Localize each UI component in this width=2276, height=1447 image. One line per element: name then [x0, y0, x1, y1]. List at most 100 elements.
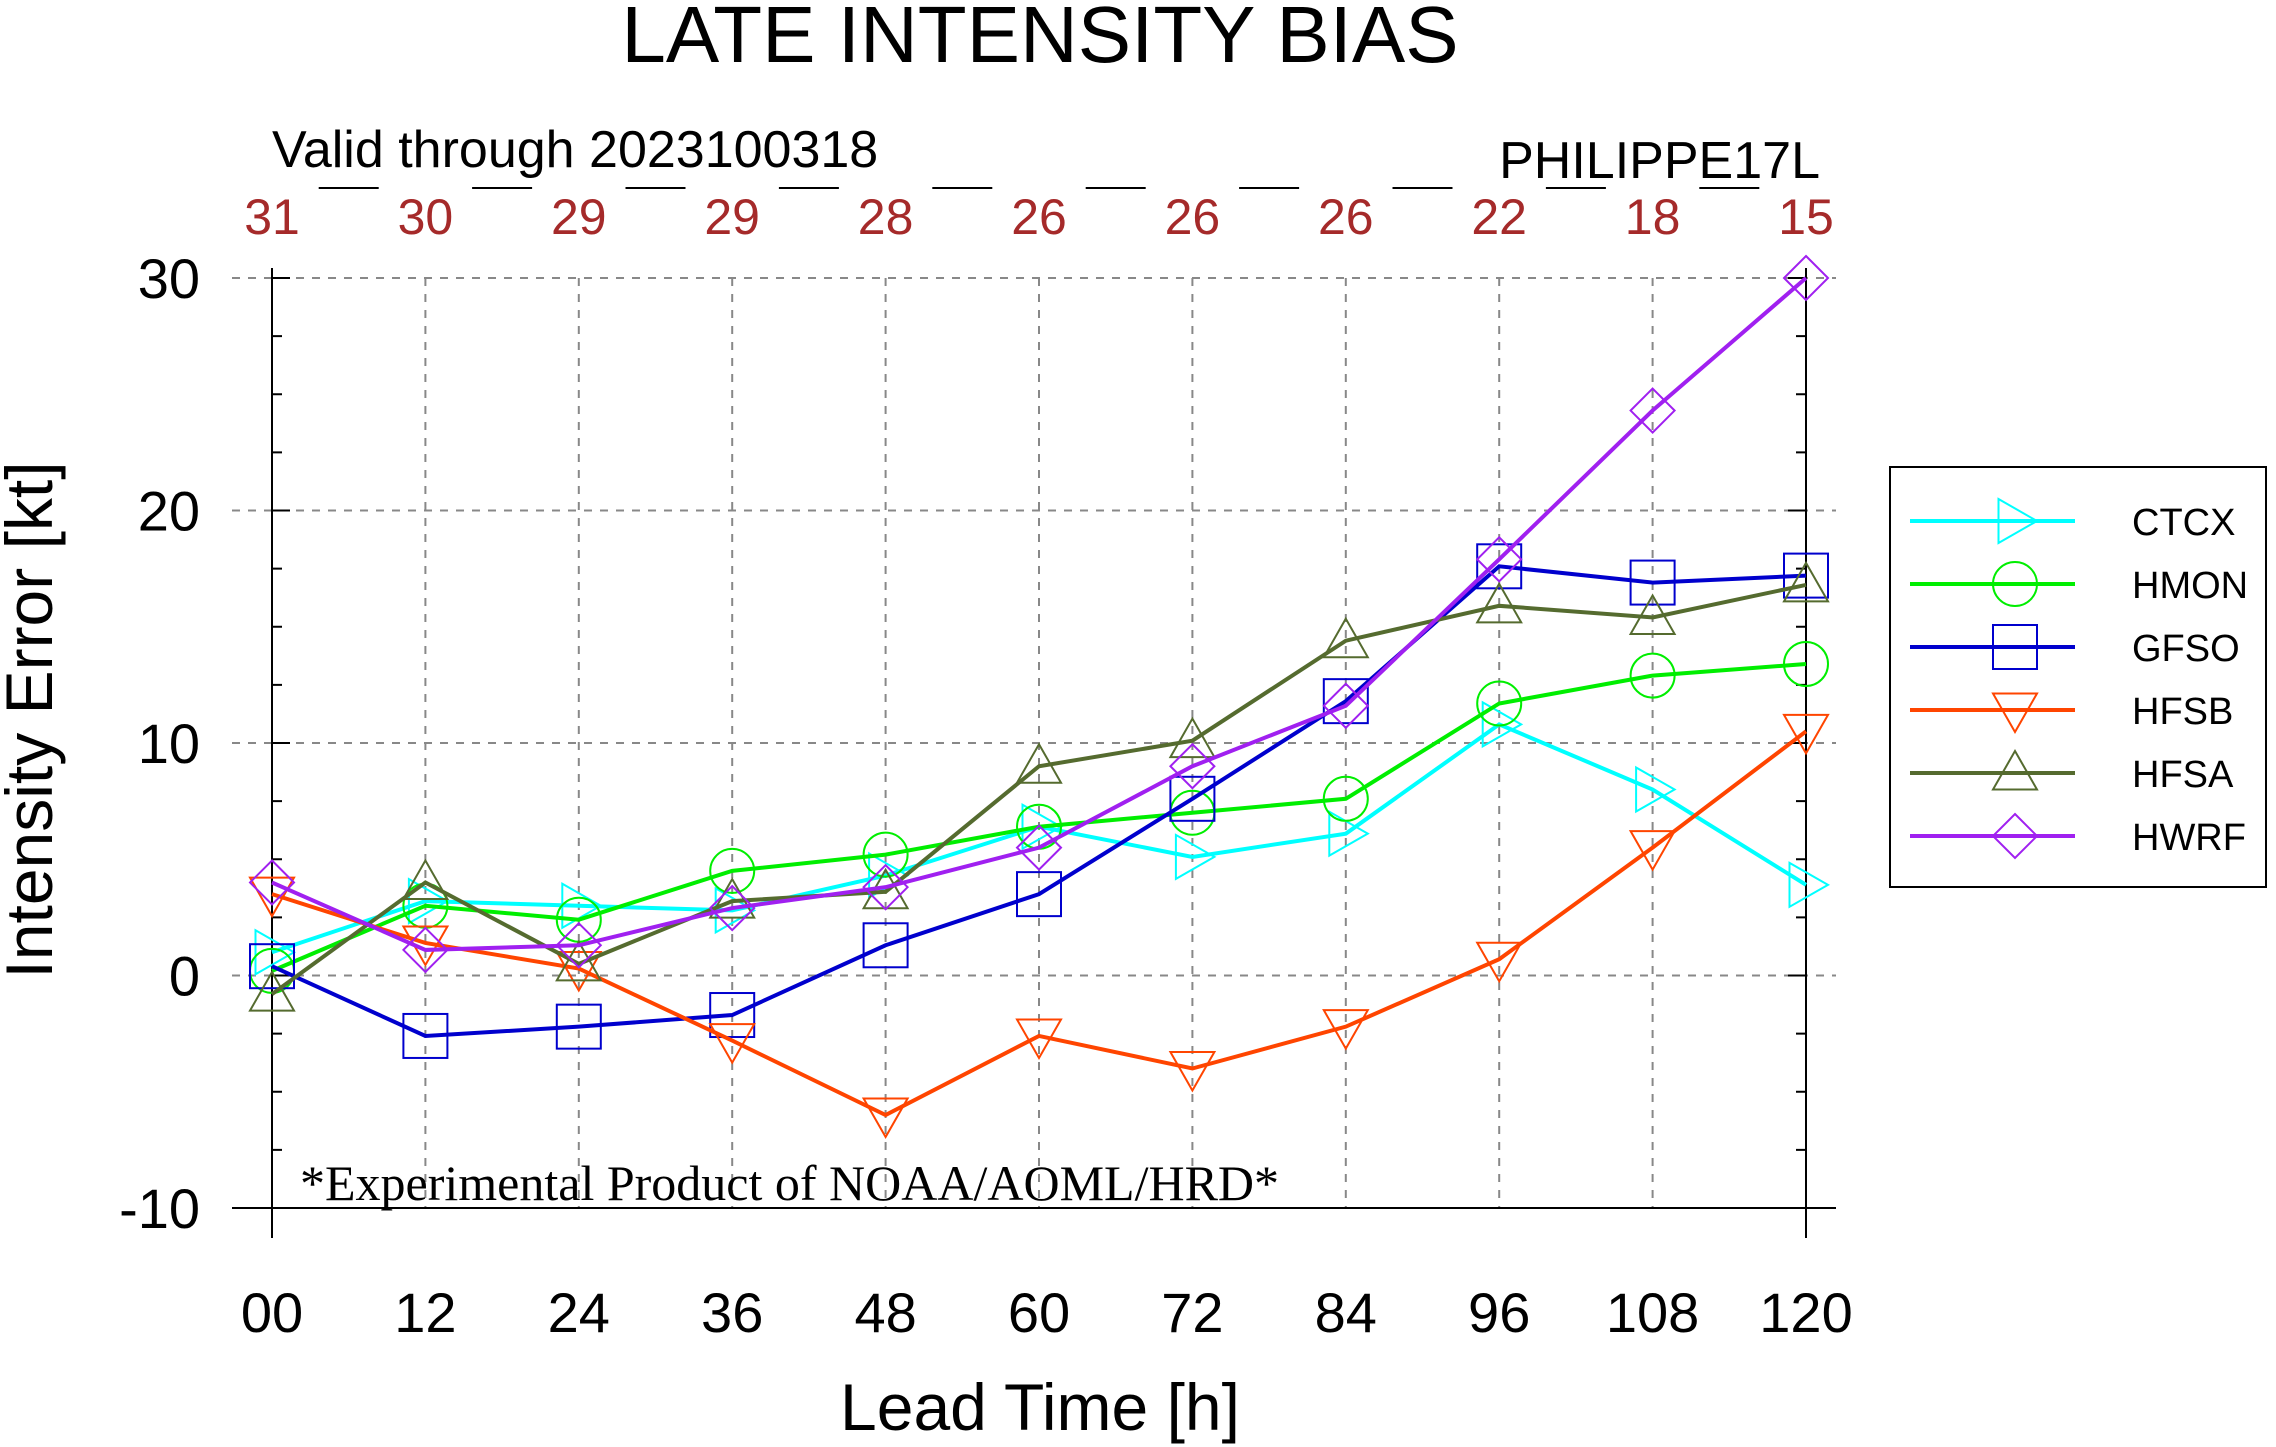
legend-label-ctcx: CTCX	[2132, 502, 2235, 544]
point-hfsa	[1628, 593, 1677, 635]
point-ctcx	[1021, 802, 1064, 851]
series-line-hfsa	[270, 582, 1807, 996]
chart-title: LATE INTENSITY BIAS	[621, 0, 1458, 79]
point-hfsb	[1782, 713, 1830, 756]
point-ctcx	[1635, 765, 1677, 814]
point-hwrf	[555, 921, 603, 969]
series-hfsb	[248, 713, 1830, 1140]
point-gfso	[1476, 543, 1523, 590]
x-tick-label: 12	[394, 1281, 456, 1344]
series-hfsa	[248, 560, 1830, 1012]
series-group	[248, 254, 1831, 1140]
series-line-hfsb	[271, 729, 1808, 1118]
point-ctcx	[254, 928, 297, 976]
legend-marker-hfsb	[1991, 692, 2039, 735]
point-hfsb	[1015, 1018, 1063, 1060]
sample-count: 22	[1471, 189, 1527, 245]
x-tick-label: 120	[1759, 1281, 1852, 1344]
legend-marker-gfso	[1992, 624, 2038, 670]
point-gfso	[1322, 678, 1369, 725]
point-hfsa	[1782, 560, 1830, 603]
sample-count: 26	[1318, 189, 1374, 245]
x-tick-label: 96	[1468, 1281, 1530, 1344]
x-tick-label: 00	[241, 1281, 303, 1344]
legend-marker-hwrf	[1991, 812, 2039, 860]
point-gfso	[1629, 559, 1676, 606]
point-hwrf	[1629, 387, 1677, 434]
legend-box	[1889, 466, 2267, 888]
legend-label-gfso: GFSO	[2132, 628, 2240, 670]
point-hfsb	[555, 951, 603, 993]
legend-item-hfsb: HFSB	[1910, 691, 2233, 735]
y-tick-label: 20	[138, 480, 200, 543]
grid	[232, 277, 1836, 1209]
point-gfso	[402, 1012, 449, 1059]
storm-name-label: PHILIPPE17L	[1499, 132, 1820, 190]
point-hwrf	[708, 884, 756, 932]
point-hmon	[1476, 680, 1523, 727]
point-hfsa	[555, 939, 603, 982]
point-ctcx	[1174, 833, 1217, 881]
sample-count: 18	[1625, 189, 1681, 245]
legend-label-hmon: HMON	[2132, 565, 2248, 607]
x-axis-label: Lead Time [h]	[840, 1370, 1240, 1444]
point-hfsb	[1322, 1009, 1370, 1051]
point-hmon	[709, 847, 756, 894]
point-hwrf	[1475, 535, 1523, 583]
point-hfsa	[1168, 716, 1217, 759]
plot-frame	[232, 187, 1836, 1238]
point-gfso	[862, 922, 909, 969]
legend-item-gfso: GFSO	[1910, 624, 2240, 670]
series-gfso	[249, 543, 1829, 1059]
x-tick-label: 108	[1606, 1281, 1699, 1344]
x-tick-label: 60	[1008, 1281, 1070, 1344]
point-hfsa	[248, 970, 296, 1012]
valid-through-label: Valid through 2023100318	[272, 121, 878, 179]
y-axis-label: Intensity Error [kt]	[0, 461, 66, 978]
point-hfsb	[1475, 941, 1523, 984]
point-gfso	[1016, 871, 1062, 918]
point-hwrf	[862, 863, 910, 911]
x-tick-label: 84	[1315, 1281, 1377, 1344]
legend-marker-ctcx	[1997, 497, 2040, 545]
series-line-gfso	[271, 564, 1807, 1038]
point-hmon	[1629, 652, 1676, 699]
point-hfsa	[1322, 616, 1370, 659]
legend-item-hmon: HMON	[1910, 561, 2248, 607]
legend-label-hfsa: HFSA	[2132, 754, 2234, 796]
legend-item-ctcx: CTCX	[1910, 497, 2235, 545]
x-tick-label: 48	[854, 1281, 916, 1344]
point-hfsb	[248, 876, 296, 919]
y-tick-label: -10	[119, 1177, 200, 1240]
x-tick-label: 36	[701, 1281, 763, 1344]
point-hwrf	[1322, 682, 1370, 730]
legend-marker-hmon	[1992, 561, 2038, 607]
point-gfso	[1783, 552, 1829, 599]
x-axis-ticks: 00 12 24 36 48 60 72 84 96 108 120	[241, 1281, 1853, 1344]
x-tick-label: 72	[1161, 1281, 1223, 1344]
y-tick-label: 10	[138, 712, 200, 775]
point-hfsa	[1015, 742, 1063, 784]
sample-count: 15	[1778, 189, 1834, 245]
point-hmon	[862, 831, 909, 878]
point-gfso	[555, 1003, 602, 1050]
y-tick-label: 30	[138, 247, 200, 310]
legend-marker-hfsa	[1991, 748, 2039, 791]
point-hwrf	[1168, 742, 1216, 790]
sample-counts: 31 30 29 29 28 26 26 26 22 18 15	[244, 189, 1834, 245]
point-ctcx	[1788, 861, 1831, 909]
legend: CTCX HMON GFSO HFSB HFSA HWRF	[1889, 466, 2267, 888]
point-hwrf	[248, 859, 296, 906]
sample-count: 28	[858, 189, 914, 245]
point-ctcx	[407, 877, 450, 925]
sample-count: 26	[1165, 189, 1221, 245]
point-gfso	[709, 992, 756, 1039]
legend-label-hfsb: HFSB	[2132, 691, 2233, 733]
point-hfsb	[708, 1023, 756, 1065]
y-axis-ticks: 30 20 10 0 -10	[119, 247, 200, 1240]
point-hwrf	[1782, 254, 1830, 302]
point-ctcx	[1481, 700, 1524, 749]
point-hmon	[1322, 775, 1369, 822]
legend-item-hwrf: HWRF	[1910, 812, 2246, 860]
